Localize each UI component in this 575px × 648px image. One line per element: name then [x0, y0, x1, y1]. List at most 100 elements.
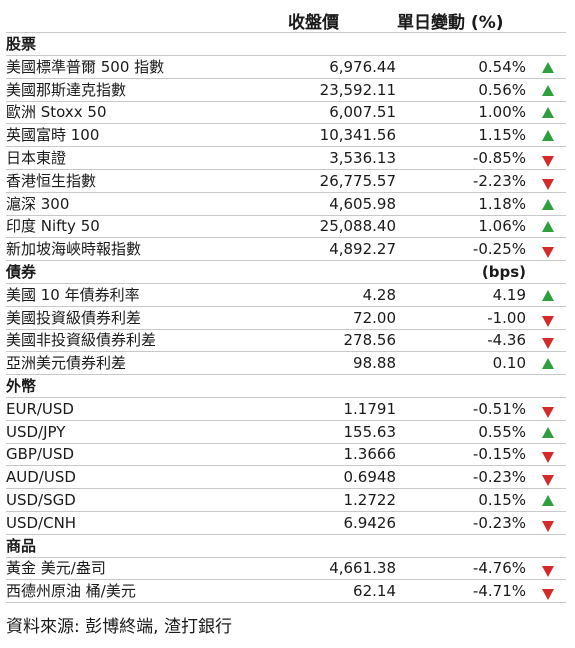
table-row: GBP/USD 1.3666 -0.15%: [6, 443, 566, 467]
table-row: 歐洲 Stoxx 50 6,007.51 1.00%: [6, 101, 566, 125]
instrument-name: USD/SGD: [6, 491, 76, 509]
instrument-name: 歐洲 Stoxx 50: [6, 103, 107, 122]
section-header: 債券 (bps): [6, 261, 566, 284]
table-row: 印度 Nifty 50 25,088.40 1.06%: [6, 215, 566, 239]
triangle-down-icon: [542, 475, 554, 487]
table-row: 黃金 美元/盎司 4,661.38 -4.76%: [6, 557, 566, 581]
section-header: 股票: [6, 33, 566, 56]
change-value: 1.18%: [478, 194, 526, 213]
triangle-down-icon: [542, 566, 554, 578]
triangle-up-icon: [542, 426, 554, 438]
instrument-name: GBP/USD: [6, 445, 75, 464]
close-value: 25,088.40: [319, 217, 396, 236]
triangle-up-icon: [542, 289, 554, 301]
instrument-name: USD/CNH: [6, 513, 77, 532]
source-note: 資料來源: 彭博終端, 渣打銀行: [6, 617, 232, 637]
triangle-up-icon: [542, 495, 554, 506]
table-row: 美國標準普爾 500 指數 6,976.44 0.54%: [6, 56, 566, 79]
close-value: 4.28: [362, 285, 396, 304]
triangle-up-icon: [542, 198, 554, 210]
table-row: 滬深 300 4,605.98 1.18%: [6, 193, 566, 216]
table-row: 英國富時 100 10,341.56 1.15%: [6, 124, 566, 148]
table-row: 美國非投資級債券利差 278.56 -4.36: [6, 329, 566, 353]
instrument-name: 美國 10 年債券利率: [6, 285, 140, 304]
close-value: 62.14: [353, 582, 396, 601]
triangle-down-icon: [542, 338, 554, 350]
change-value: -0.25%: [472, 240, 526, 259]
table-row: USD/SGD 1.2722 0.15%: [6, 489, 566, 512]
change-value: -2.23%: [472, 171, 526, 190]
instrument-name: USD/JPY: [6, 422, 66, 441]
close-value: 23,592.11: [319, 80, 396, 99]
table-row: EUR/USD 1.1791 -0.51%: [6, 398, 566, 421]
section-title: 債券: [6, 263, 37, 281]
instrument-name: 印度 Nifty 50: [6, 217, 100, 236]
close-value: 0.6948: [343, 468, 397, 487]
change-value: 4.19: [492, 285, 526, 304]
change-value: 1.15%: [478, 126, 526, 145]
table-row: 美國 10 年債券利率 4.28 4.19: [6, 284, 566, 307]
instrument-name: EUR/USD: [6, 399, 74, 418]
change-value: -0.85%: [472, 149, 526, 167]
section-title: 商品: [6, 536, 37, 555]
header-daily-change: 單日變動 (%): [397, 13, 504, 33]
section-title: 外幣: [6, 377, 37, 395]
section-header: 外幣: [6, 375, 566, 398]
change-value: 0.15%: [478, 491, 526, 509]
header-close-price: 收盤價: [288, 13, 339, 33]
instrument-name: 新加坡海峽時報指數: [6, 240, 142, 259]
instrument-name: AUD/USD: [6, 468, 76, 487]
table-row: USD/JPY 155.63 0.55%: [6, 421, 566, 444]
triangle-up-icon: [542, 61, 554, 73]
triangle-up-icon: [542, 84, 554, 96]
table-row: 香港恒生指數 26,775.57 -2.23%: [6, 170, 566, 193]
close-value: 155.63: [343, 422, 397, 441]
triangle-up-icon: [542, 358, 554, 370]
close-value: 1.2722: [343, 491, 397, 509]
close-value: 278.56: [343, 331, 397, 350]
instrument-name: 美國非投資級債券利差: [6, 331, 157, 350]
table-row: 日本東證 3,536.13 -0.85%: [6, 147, 566, 170]
instrument-name: 黃金 美元/盎司: [6, 559, 106, 578]
triangle-down-icon: [542, 315, 554, 327]
table-row: 西德州原油 桶/美元 62.14 -4.71%: [6, 580, 566, 604]
table-row: USD/CNH 6.9426 -0.23%: [6, 512, 566, 535]
change-value: 0.55%: [478, 422, 526, 441]
table-row: 美國那斯達克指數 23,592.11 0.56%: [6, 79, 566, 102]
close-value: 6.9426: [343, 513, 397, 532]
triangle-up-icon: [542, 221, 554, 233]
close-value: 6,976.44: [329, 57, 396, 76]
instrument-name: 美國投資級債券利差: [6, 308, 142, 327]
change-value: 0.56%: [478, 80, 526, 99]
close-value: 3,536.13: [329, 149, 396, 167]
table-row: 美國投資級債券利差 72.00 -1.00: [6, 307, 566, 330]
change-value: -1.00: [487, 308, 526, 327]
instrument-name: 英國富時 100: [6, 126, 100, 145]
header-divider: [6, 32, 566, 33]
change-value: -4.76%: [472, 559, 526, 578]
close-value: 72.00: [353, 308, 396, 327]
table-row: AUD/USD 0.6948 -0.23%: [6, 466, 566, 490]
close-value: 4,661.38: [329, 559, 396, 578]
change-value: -4.71%: [472, 582, 526, 601]
triangle-down-icon: [542, 406, 554, 418]
change-value: -4.36: [487, 331, 526, 350]
change-value: 0.54%: [478, 57, 526, 76]
close-value: 26,775.57: [319, 171, 396, 190]
table-row: 亞洲美元債券利差 98.88 0.10: [6, 352, 566, 376]
triangle-up-icon: [542, 107, 554, 119]
section-title: 股票: [6, 35, 37, 53]
change-value: 0.10: [492, 354, 526, 373]
triangle-down-icon: [542, 156, 554, 167]
change-value: -0.15%: [472, 445, 526, 464]
instrument-name: 西德州原油 桶/美元: [6, 582, 136, 601]
close-value: 4,892.27: [329, 240, 396, 259]
triangle-up-icon: [542, 130, 554, 142]
change-value: -0.51%: [472, 399, 526, 418]
triangle-down-icon: [542, 178, 554, 190]
triangle-down-icon: [542, 247, 554, 259]
instrument-name: 香港恒生指數: [6, 171, 97, 190]
instrument-name: 美國標準普爾 500 指數: [6, 57, 165, 76]
close-value: 10,341.56: [319, 126, 396, 145]
close-value: 1.1791: [343, 399, 397, 418]
